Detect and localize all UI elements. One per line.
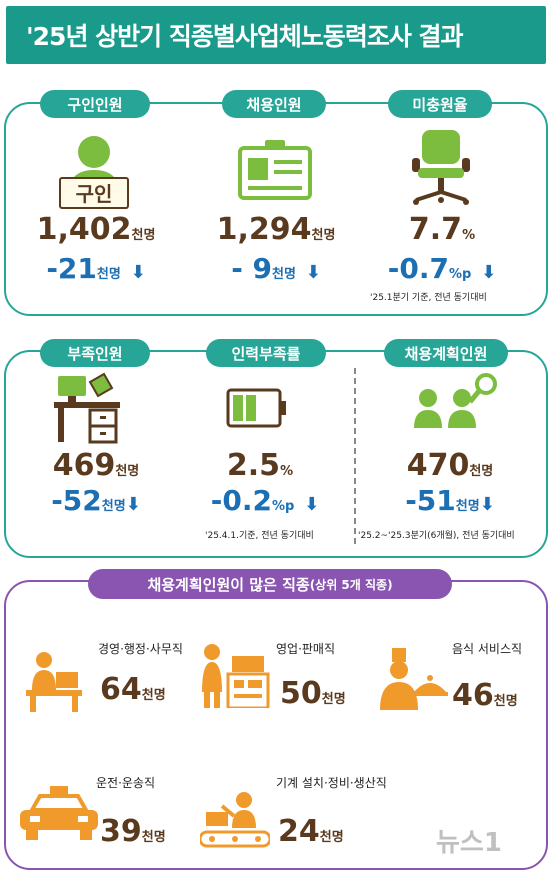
occupation-label: 기계 설치·정비·생산직 (276, 776, 387, 790)
occupation-value: 64천명 (100, 672, 166, 707)
change-shortage: -52천명⬇ (51, 484, 141, 517)
page-title: '25년 상반기 직종별사업체노동력조사 결과 (26, 22, 464, 51)
top-occupations-subtitle: (상위 5개 직종) (309, 577, 393, 592)
down-arrow-icon: ⬇ (305, 262, 321, 283)
label-unfilled-rate: 미충원율 (388, 90, 492, 118)
stat-hiring-plan: 470천명 (406, 448, 494, 483)
change-shortage-rate: -0.2%p ⬇ (210, 484, 320, 517)
note-section1: '25.1분기 기준, 전년 동기대비 (370, 293, 487, 303)
stat-job-openings: 1,402천명 (36, 212, 156, 247)
occupation-value: 39천명 (100, 814, 166, 849)
low-battery-icon (226, 388, 286, 428)
salesperson-icon (202, 644, 270, 708)
occupation-label: 운전·운송직 (96, 776, 156, 790)
stat-shortage: 469천명 (52, 448, 140, 483)
note-section2-left: '25.4.1.기준, 전년 동기대비 (205, 531, 314, 541)
desk-computer-icon (54, 372, 120, 444)
occupation-value: 50천명 (280, 676, 346, 711)
down-arrow-icon: ⬇ (125, 494, 141, 515)
occupation-value: 46천명 (452, 678, 518, 713)
label-shortage: 부족인원 (40, 339, 150, 367)
label-shortage-rate: 인력부족률 (206, 339, 326, 367)
mechanic-icon (200, 792, 270, 848)
id-card-icon (238, 140, 312, 200)
label-hires: 채용인원 (222, 90, 326, 118)
change-hires: - 9천명 ⬇ (231, 252, 321, 285)
label-top-occupations: 채용계획인원이 많은 직종 (상위 5개 직종) (88, 569, 452, 599)
svg-text:구인: 구인 (76, 182, 113, 206)
news1-watermark: 뉴스1 (436, 828, 502, 858)
taxi-icon (20, 786, 98, 840)
change-job-openings: -21천명 ⬇ (46, 252, 146, 285)
down-arrow-icon: ⬇ (304, 494, 320, 515)
down-arrow-icon: ⬇ (130, 262, 146, 283)
person-holding-sign-icon: 구인 (59, 136, 129, 209)
empty-office-chair-icon (412, 130, 470, 205)
occupation-label: 경영·행정·사무직 (98, 642, 183, 656)
occupation-value: 24천명 (278, 814, 344, 849)
occupation-label: 음식 서비스직 (452, 642, 523, 656)
stat-shortage-rate: 2.5% (226, 448, 294, 483)
stat-unfilled-rate: 7.7% (408, 212, 476, 247)
down-arrow-icon: ⬇ (479, 494, 495, 515)
change-unfilled-rate: -0.7%p ⬇ (387, 252, 497, 285)
office-worker-icon (26, 652, 82, 712)
down-arrow-icon: ⬇ (481, 262, 497, 283)
dashed-divider (354, 368, 356, 544)
occupation-label: 영업·판매직 (276, 642, 336, 656)
label-hiring-plan: 채용계획인원 (384, 339, 508, 367)
stat-hires: 1,294천명 (216, 212, 336, 247)
note-section2-right: '25.2~'25.3분기(6개월), 전년 동기대비 (358, 531, 515, 541)
change-hiring-plan: -51천명⬇ (405, 484, 495, 517)
top-occupations-title: 채용계획인원이 많은 직종 (147, 575, 310, 594)
chef-icon (380, 648, 448, 710)
title-bar: '25년 상반기 직종별사업체노동력조사 결과 (6, 6, 546, 64)
label-job-openings: 구인인원 (40, 90, 150, 118)
people-search-icon (414, 373, 497, 428)
